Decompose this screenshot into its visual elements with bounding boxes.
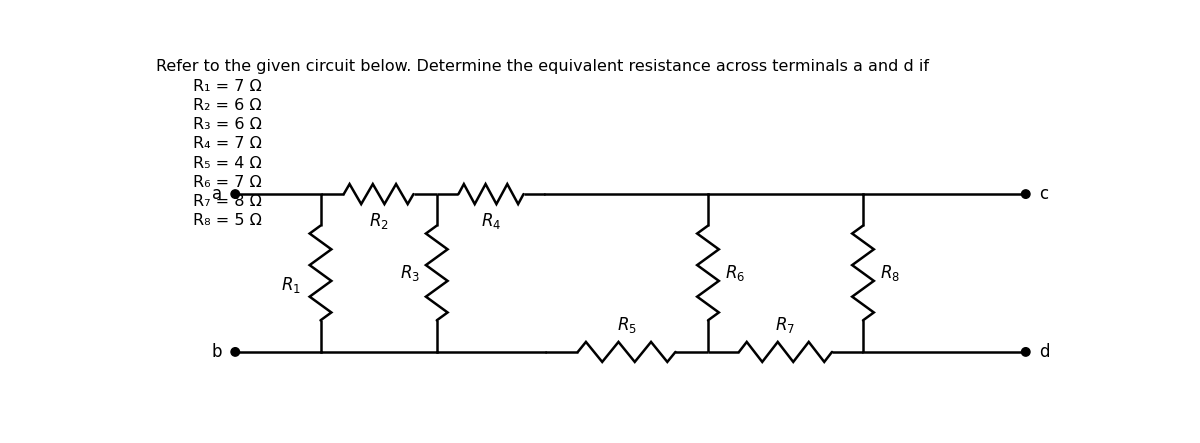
Text: $R_1$: $R_1$ (281, 275, 301, 295)
Text: $R_5$: $R_5$ (617, 315, 636, 335)
Text: R₁ = 7 Ω: R₁ = 7 Ω (193, 78, 262, 93)
Text: a: a (212, 185, 222, 203)
Text: R₆ = 7 Ω: R₆ = 7 Ω (193, 175, 262, 190)
Text: $R_3$: $R_3$ (400, 263, 420, 283)
Text: R₂ = 6 Ω: R₂ = 6 Ω (193, 98, 262, 113)
Text: $R_4$: $R_4$ (481, 211, 502, 231)
Text: $R_6$: $R_6$ (725, 263, 745, 283)
Text: d: d (1039, 343, 1050, 361)
Text: $R_8$: $R_8$ (880, 263, 900, 283)
Circle shape (230, 348, 240, 356)
Text: $R_2$: $R_2$ (368, 211, 389, 231)
Text: R₇ = 8 Ω: R₇ = 8 Ω (193, 194, 262, 209)
Circle shape (1021, 190, 1030, 198)
Circle shape (230, 190, 240, 198)
Text: c: c (1039, 185, 1048, 203)
Text: Refer to the given circuit below. Determine the equivalent resistance across ter: Refer to the given circuit below. Determ… (156, 59, 929, 74)
Circle shape (1021, 348, 1030, 356)
Text: R₄ = 7 Ω: R₄ = 7 Ω (193, 136, 262, 152)
Text: R₈ = 5 Ω: R₈ = 5 Ω (193, 214, 262, 228)
Text: R₅ = 4 Ω: R₅ = 4 Ω (193, 155, 262, 171)
Text: $R_7$: $R_7$ (775, 315, 796, 335)
Text: b: b (211, 343, 222, 361)
Text: R₃ = 6 Ω: R₃ = 6 Ω (193, 117, 262, 132)
